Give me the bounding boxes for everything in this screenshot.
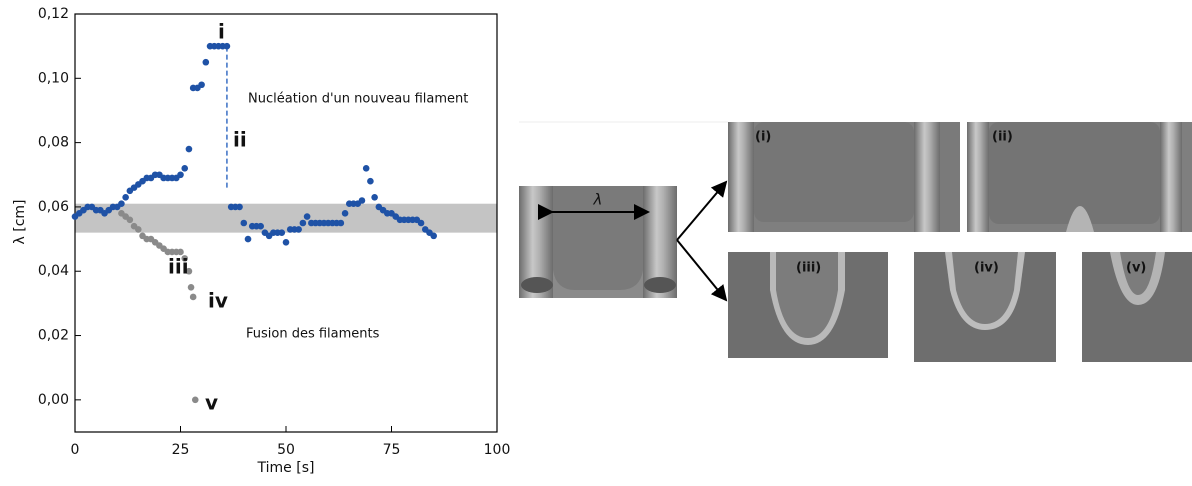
data-point — [244, 235, 252, 243]
x-tick-label: 75 — [383, 442, 401, 458]
data-point — [337, 219, 345, 227]
data-point — [371, 193, 378, 201]
y-tick-label: 0,08 — [38, 135, 69, 151]
panel-iv — [914, 252, 1056, 362]
panel-i — [728, 122, 960, 232]
panel-label: (v) — [1126, 261, 1146, 276]
annotation: Nucléation d'un nouveau filament — [248, 92, 468, 107]
data-point — [240, 219, 248, 227]
data-point — [118, 200, 125, 208]
data-point — [282, 238, 290, 246]
panel-label: (iii) — [796, 261, 821, 276]
simulation-image — [519, 186, 677, 298]
data-point — [303, 213, 311, 220]
data-point — [135, 226, 142, 233]
y-tick-label: 0,12 — [38, 6, 69, 22]
data-point — [417, 219, 425, 227]
annotation: Fusion des filaments — [246, 327, 380, 342]
data-point — [223, 42, 231, 50]
data-point — [367, 177, 374, 185]
data-point — [191, 396, 199, 404]
y-tick-label: 0,00 — [38, 392, 69, 408]
x-axis-label: Time [s] — [257, 460, 315, 476]
x-tick-label: 0 — [71, 442, 80, 458]
annotation: ii — [233, 128, 247, 152]
data-point — [295, 226, 302, 233]
y-tick-label: 0,02 — [38, 328, 69, 344]
y-tick-label: 0,06 — [38, 199, 69, 215]
x-tick-label: 100 — [484, 442, 511, 458]
data-point — [126, 216, 134, 224]
data-point — [341, 210, 349, 217]
data-point — [122, 193, 129, 201]
data-point — [181, 165, 189, 172]
panel-label: (i) — [755, 130, 771, 145]
panel-label: (ii) — [992, 130, 1013, 145]
data-point — [202, 58, 210, 66]
panel-ii — [967, 122, 1192, 232]
data-point — [257, 222, 264, 230]
data-point — [177, 248, 184, 256]
lambda-label: λ — [593, 191, 603, 209]
data-point — [358, 197, 366, 204]
data-point — [430, 232, 438, 240]
data-point — [189, 293, 197, 301]
y-tick-label: 0,04 — [38, 263, 69, 279]
panel-label: (iv) — [974, 261, 999, 276]
annotation: iii — [168, 255, 189, 279]
x-tick-label: 50 — [277, 442, 295, 458]
data-point — [177, 171, 184, 179]
annotation: i — [218, 20, 225, 44]
data-point — [187, 284, 195, 291]
panel-iii — [728, 252, 888, 358]
annotation: iv — [208, 289, 228, 313]
data-point — [299, 219, 307, 227]
data-point — [362, 165, 370, 172]
x-tick-label: 25 — [172, 442, 190, 458]
data-point — [278, 229, 286, 236]
data-point — [198, 81, 205, 89]
annotation: v — [205, 391, 218, 415]
data-point — [181, 255, 189, 262]
panel-v — [1082, 252, 1192, 362]
data-point — [185, 267, 193, 275]
data-point — [236, 203, 243, 211]
y-axis-label: λ [cm] — [12, 200, 28, 245]
y-tick-label: 0,10 — [38, 70, 69, 86]
data-point — [185, 145, 193, 153]
